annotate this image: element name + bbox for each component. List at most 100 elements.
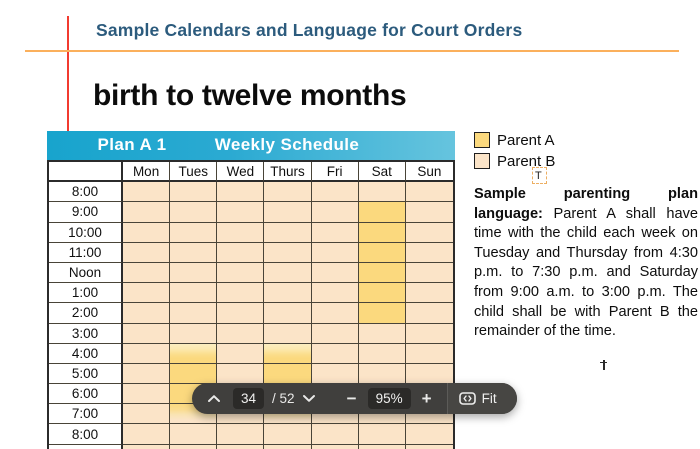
schedule-cell-mon-noon: [123, 262, 171, 284]
schedule-cell-fri-1100: [311, 242, 359, 263]
schedule-cell-tues-300: [170, 323, 218, 344]
schedule-cell-thurs-400: [264, 343, 312, 364]
time-label-noon: Noon: [49, 262, 123, 284]
day-header-sat: Sat: [358, 162, 406, 183]
schedule-cell-sun-1100: [405, 242, 453, 263]
weekly-schedule-calendar: Plan A 1 Weekly Schedule Mon Tues Wed Thurs…: [47, 131, 455, 449]
parent-b-swatch: [474, 153, 490, 169]
time-label-900: 9:00: [49, 202, 123, 223]
time-label-100: 1:00: [49, 283, 123, 304]
schedule-grid: Mon Tues Wed Thurs Fri Sat Sun 8:00 9:00 10:00 11:…: [47, 160, 455, 449]
zoom-in-button[interactable]: +: [421, 388, 432, 408]
time-label-partial: [49, 444, 123, 449]
day-header-sun: Sun: [405, 162, 453, 183]
schedule-cell-sat-1100: [358, 242, 406, 263]
schedule-cell-fri-400: [311, 343, 359, 364]
schedule-cell-sun-500: [405, 363, 453, 385]
schedule-cell-sun-800: [405, 424, 453, 445]
orange-divider-line: [25, 50, 679, 52]
schedule-cell-mon-1100: [123, 242, 171, 263]
schedule-cell-wed-300: [217, 323, 265, 344]
schedule-cell-tues-900: [170, 202, 218, 223]
schedule-cell-thurs-300: [264, 323, 312, 344]
schedule-cell-fri-800: [311, 424, 359, 445]
schedule-cell-thurs-1000: [264, 222, 312, 243]
schedule-cell-mon-800: [123, 182, 171, 203]
schedule-cell-fri-noon: [311, 262, 359, 284]
schedule-cell-fri-900: [311, 202, 359, 223]
schedule-cell-mon-400: [123, 343, 171, 364]
pdf-floating-toolbar: 34 / 52 − 95% + Fit: [192, 383, 517, 414]
red-guide-line: [67, 16, 69, 133]
schedule-cell-sat-200: [358, 303, 406, 324]
schedule-cell-fri-500: [311, 363, 359, 385]
zoom-out-button[interactable]: −: [346, 388, 357, 408]
chevron-down-icon: [302, 390, 316, 408]
time-label-300: 3:00: [49, 323, 123, 344]
time-label-800: 8:00: [49, 424, 123, 445]
schedule-cell-thurs-500: [264, 363, 312, 385]
schedule-cell-sat-300: [358, 323, 406, 344]
schedule-cell-thurs-800: [264, 182, 312, 203]
schedule-cell-thurs-200: [264, 303, 312, 324]
zoom-level-display: 95%: [367, 388, 411, 409]
schedule-cell-tues-partial: [170, 444, 218, 449]
schedule-cell-wed-100: [217, 283, 265, 304]
day-header-fri: Fri: [311, 162, 359, 183]
schedule-cell-tues-200: [170, 303, 218, 324]
schedule-cell-fri-partial: [311, 444, 359, 449]
text-cursor-icon: [600, 360, 607, 370]
schedule-cell-fri-800: [311, 182, 359, 203]
schedule-cell-tues-500: [170, 363, 218, 385]
schedule-cell-thurs-900: [264, 202, 312, 223]
day-header-tues: Tues: [170, 162, 218, 183]
text-annotation-marker[interactable]: T: [532, 167, 547, 184]
calendar-corner-cell: [49, 162, 123, 183]
schedule-cell-thurs-partial: [264, 444, 312, 449]
sample-language-body: Parent A shall have time with the child …: [474, 205, 698, 340]
day-header-mon: Mon: [123, 162, 171, 183]
schedule-cell-sat-noon: [358, 262, 406, 284]
schedule-cell-sun-900: [405, 202, 453, 223]
schedule-cell-wed-900: [217, 202, 265, 223]
schedule-cell-sun-partial: [405, 444, 453, 449]
schedule-cell-sun-1000: [405, 222, 453, 243]
schedule-cell-sun-400: [405, 343, 453, 364]
next-page-button[interactable]: [298, 387, 320, 411]
schedule-cell-wed-partial: [217, 444, 265, 449]
schedule-cell-mon-600: [123, 384, 171, 405]
schedule-cell-mon-200: [123, 303, 171, 324]
schedule-cell-sat-400: [358, 343, 406, 364]
schedule-cell-mon-800: [123, 424, 171, 445]
time-label-200: 2:00: [49, 303, 123, 324]
schedule-cell-sun-300: [405, 323, 453, 344]
schedule-cell-wed-500: [217, 363, 265, 385]
schedule-cell-mon-1000: [123, 222, 171, 243]
previous-page-button[interactable]: [203, 387, 225, 411]
fit-width-icon: [458, 392, 476, 405]
time-label-800: 8:00: [49, 182, 123, 203]
time-label-400: 4:00: [49, 343, 123, 364]
page-number-input[interactable]: 34: [233, 388, 265, 409]
parent-a-swatch: [474, 132, 490, 148]
parent-b-label: Parent B: [497, 153, 556, 170]
chevron-up-icon: [207, 390, 221, 408]
document-header-title: Sample Calendars and Language for Court …: [96, 20, 523, 40]
parent-a-label: Parent A: [497, 132, 555, 149]
schedule-cell-tues-800: [170, 424, 218, 445]
schedule-cell-wed-1100: [217, 242, 265, 263]
time-label-600: 6:00: [49, 384, 123, 405]
day-header-thurs: Thurs: [264, 162, 312, 183]
time-label-700: 7:00: [49, 404, 123, 425]
schedule-cell-mon-100: [123, 283, 171, 304]
page-title: birth to twelve months: [93, 79, 407, 112]
schedule-cell-mon-700: [123, 404, 171, 425]
fit-button[interactable]: Fit: [447, 383, 517, 414]
schedule-cell-sat-800: [358, 424, 406, 445]
day-header-wed: Wed: [217, 162, 265, 183]
sample-language-paragraph: Sample parenting plan language: Parent A…: [474, 185, 698, 342]
schedule-cell-tues-1100: [170, 242, 218, 263]
schedule-cell-mon-900: [123, 202, 171, 223]
schedule-cell-thurs-1100: [264, 242, 312, 263]
